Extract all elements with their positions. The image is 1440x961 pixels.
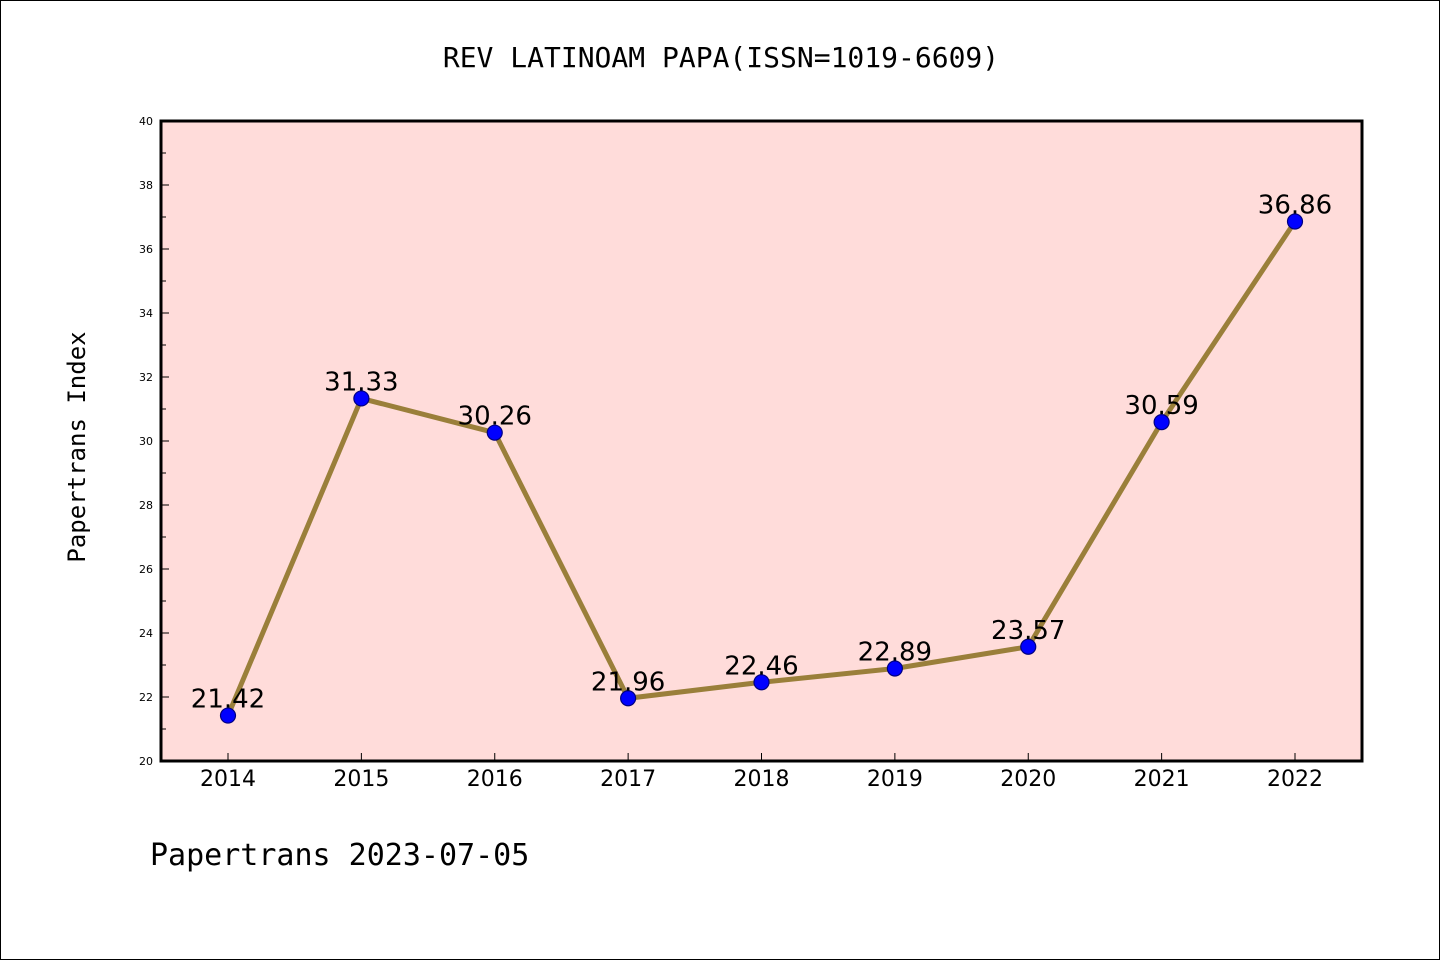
- y-tick-label: 24: [139, 627, 153, 640]
- y-tick-label: 32: [139, 371, 153, 384]
- data-label: 23.57: [991, 616, 1065, 646]
- data-points: [219, 213, 1304, 724]
- data-labels: 21.42 31.33 30.26 21.96 22.46 22.89 23.57 30.59…: [191, 190, 1332, 714]
- data-label: 31.33: [324, 367, 398, 397]
- plot-area: [161, 121, 1362, 761]
- x-tick-label: 2018: [734, 767, 790, 792]
- plot-border: [159, 119, 1364, 763]
- chart-title: REV LATINOAM PAPA(ISSN=1019-6609): [443, 41, 999, 74]
- x-tick-label: 2017: [600, 767, 656, 792]
- y-tick-label: 30: [139, 435, 153, 448]
- x-axis-ticks: 2014 2015 2016 2017 2018 2019 2020 2021 2022: [200, 753, 1323, 792]
- x-tick-label: 2020: [1000, 767, 1056, 792]
- data-label: 21.96: [591, 667, 665, 697]
- data-label: 22.89: [858, 638, 932, 668]
- y-tick-label: 40: [139, 115, 153, 128]
- y-axis-ticks: 20 22 24 26 28 30 32 34 36 38 40: [139, 115, 169, 768]
- data-point: [353, 390, 370, 407]
- y-axis-label: Papertrans Index: [63, 331, 91, 562]
- data-point: [1153, 414, 1170, 431]
- footer-caption: Papertrans 2023-07-05: [150, 838, 529, 873]
- x-tick-label: 2016: [467, 767, 523, 792]
- y-tick-label: 36: [139, 243, 153, 256]
- data-label: 30.26: [458, 402, 532, 432]
- data-label: 22.46: [724, 651, 798, 681]
- y-tick-label: 22: [139, 691, 153, 704]
- x-tick-label: 2021: [1134, 767, 1190, 792]
- y-tick-label: 28: [139, 499, 153, 512]
- data-point: [1286, 213, 1304, 230]
- y-tick-label: 20: [139, 755, 153, 768]
- x-tick-label: 2014: [200, 767, 256, 792]
- data-point: [753, 674, 770, 691]
- data-label: 36.86: [1258, 190, 1332, 220]
- x-tick-label: 2022: [1267, 767, 1323, 792]
- data-point: [219, 707, 237, 724]
- data-point: [886, 660, 903, 677]
- x-tick-label: 2019: [867, 767, 923, 792]
- data-point: [1020, 638, 1037, 655]
- y-tick-label: 26: [139, 563, 153, 576]
- x-tick-label: 2015: [333, 767, 389, 792]
- data-label: 30.59: [1124, 391, 1198, 421]
- y-tick-label: 38: [139, 179, 153, 192]
- data-label: 21.42: [191, 685, 265, 715]
- data-point: [620, 690, 637, 707]
- y-tick-label: 34: [139, 307, 153, 320]
- data-point: [486, 424, 503, 441]
